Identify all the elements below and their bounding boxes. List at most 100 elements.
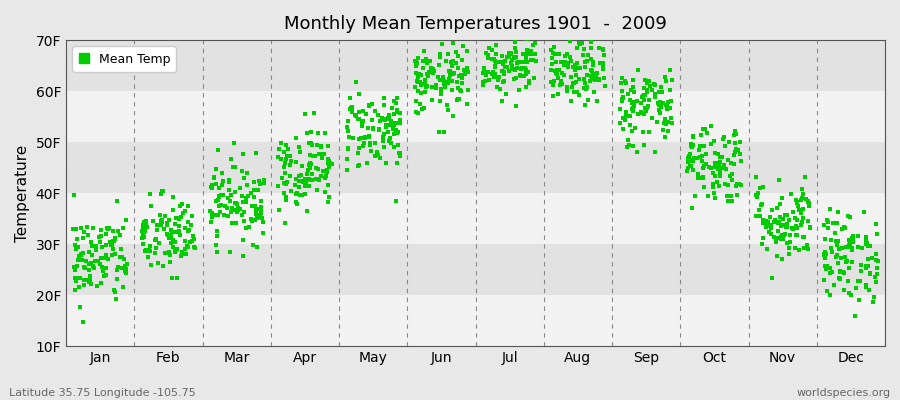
Mean Temp bbox=[143, 262, 157, 268]
Mean Temp bbox=[623, 113, 637, 120]
Mean Temp bbox=[283, 172, 297, 179]
Mean Temp bbox=[236, 253, 250, 260]
Mean Temp bbox=[643, 77, 657, 84]
Mean Temp bbox=[791, 207, 806, 213]
Mean Temp bbox=[418, 84, 433, 90]
Mean Temp bbox=[462, 69, 476, 75]
Mean Temp bbox=[153, 222, 167, 228]
Mean Temp bbox=[107, 238, 122, 244]
Mean Temp bbox=[361, 124, 375, 131]
Mean Temp bbox=[138, 247, 152, 254]
Mean Temp bbox=[507, 76, 521, 82]
Mean Temp bbox=[762, 229, 777, 235]
Mean Temp bbox=[69, 263, 84, 270]
Mean Temp bbox=[204, 182, 219, 188]
Mean Temp bbox=[619, 109, 634, 115]
Mean Temp bbox=[81, 232, 95, 238]
Mean Temp bbox=[862, 271, 877, 277]
Mean Temp bbox=[382, 134, 397, 141]
Mean Temp bbox=[517, 73, 531, 80]
Mean Temp bbox=[391, 142, 405, 148]
Mean Temp bbox=[442, 76, 456, 82]
Mean Temp bbox=[419, 71, 434, 77]
Mean Temp bbox=[452, 96, 466, 102]
Mean Temp bbox=[724, 172, 738, 179]
Mean Temp bbox=[415, 106, 429, 112]
Mean Temp bbox=[139, 217, 153, 224]
Mean Temp bbox=[414, 81, 428, 88]
Mean Temp bbox=[211, 197, 225, 204]
Mean Temp bbox=[693, 154, 707, 160]
Mean Temp bbox=[567, 80, 581, 86]
Mean Temp bbox=[140, 254, 155, 260]
Mean Temp bbox=[78, 265, 93, 272]
Mean Temp bbox=[76, 228, 91, 235]
Mean Temp bbox=[642, 78, 656, 84]
Mean Temp bbox=[505, 65, 519, 71]
Bar bbox=[66, 142, 885, 193]
Mean Temp bbox=[842, 244, 856, 250]
Mean Temp bbox=[724, 193, 738, 200]
Mean Temp bbox=[682, 151, 697, 158]
Mean Temp bbox=[251, 178, 266, 185]
Mean Temp bbox=[570, 45, 584, 51]
Mean Temp bbox=[187, 236, 202, 243]
Mean Temp bbox=[391, 109, 405, 115]
Mean Temp bbox=[693, 175, 707, 182]
Mean Temp bbox=[256, 180, 271, 186]
Mean Temp bbox=[587, 70, 601, 77]
Mean Temp bbox=[409, 59, 423, 66]
Mean Temp bbox=[300, 171, 314, 178]
Mean Temp bbox=[824, 270, 838, 276]
Mean Temp bbox=[452, 73, 466, 80]
Mean Temp bbox=[713, 167, 727, 174]
Mean Temp bbox=[253, 212, 267, 218]
Mean Temp bbox=[636, 97, 651, 103]
Mean Temp bbox=[351, 116, 365, 122]
Mean Temp bbox=[863, 242, 878, 249]
Mean Temp bbox=[711, 166, 725, 172]
Mean Temp bbox=[476, 79, 491, 85]
Mean Temp bbox=[685, 144, 699, 150]
Mean Temp bbox=[684, 143, 698, 149]
Mean Temp bbox=[615, 98, 629, 104]
Mean Temp bbox=[590, 70, 604, 76]
Mean Temp bbox=[211, 147, 225, 154]
Mean Temp bbox=[89, 247, 104, 253]
Mean Temp bbox=[492, 58, 507, 65]
Mean Temp bbox=[772, 201, 787, 208]
Mean Temp bbox=[512, 59, 526, 66]
Mean Temp bbox=[583, 73, 598, 79]
Mean Temp bbox=[504, 51, 518, 57]
Mean Temp bbox=[249, 206, 264, 212]
Mean Temp bbox=[504, 60, 518, 66]
Mean Temp bbox=[626, 77, 640, 84]
Mean Temp bbox=[214, 192, 229, 198]
Mean Temp bbox=[389, 127, 403, 133]
Mean Temp bbox=[665, 76, 680, 83]
Mean Temp bbox=[491, 74, 505, 80]
Mean Temp bbox=[838, 254, 852, 260]
Mean Temp bbox=[119, 266, 133, 272]
Mean Temp bbox=[475, 69, 490, 76]
Mean Temp bbox=[708, 195, 723, 201]
Mean Temp bbox=[392, 150, 407, 156]
Mean Temp bbox=[71, 257, 86, 263]
Mean Temp bbox=[103, 239, 117, 246]
Mean Temp bbox=[626, 105, 640, 111]
Mean Temp bbox=[860, 240, 874, 247]
Mean Temp bbox=[293, 192, 308, 198]
Mean Temp bbox=[169, 246, 184, 252]
Mean Temp bbox=[859, 263, 873, 269]
Mean Temp bbox=[686, 158, 700, 164]
Mean Temp bbox=[637, 142, 652, 148]
Mean Temp bbox=[82, 261, 96, 268]
Mean Temp bbox=[696, 165, 710, 171]
Mean Temp bbox=[508, 22, 523, 28]
Mean Temp bbox=[101, 256, 115, 262]
Mean Temp bbox=[320, 169, 334, 175]
Mean Temp bbox=[529, 58, 544, 64]
Mean Temp bbox=[280, 179, 294, 185]
Mean Temp bbox=[256, 230, 270, 236]
Mean Temp bbox=[653, 99, 668, 105]
